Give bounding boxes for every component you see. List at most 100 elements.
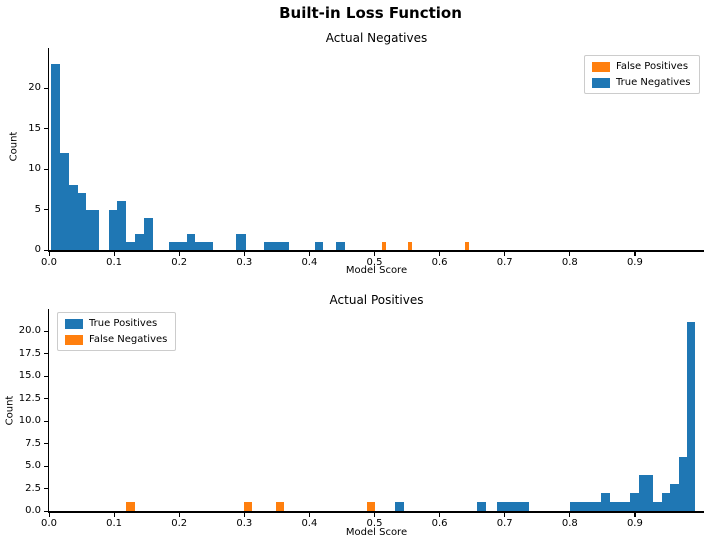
histogram-bar-true-positives <box>569 502 602 511</box>
x-tick-label: 0.2 <box>171 518 188 529</box>
x-tick-label: 0.0 <box>41 257 57 268</box>
legend-entry: True Negatives <box>592 76 691 89</box>
x-tick-mark <box>178 251 180 256</box>
x-axis-spine <box>47 511 704 513</box>
y-tick-label: 5.0 <box>25 460 41 471</box>
x-tick-label: 0.5 <box>366 518 383 529</box>
subplot-title-actual-negatives: Actual Negatives <box>325 31 428 45</box>
x-tick-mark <box>504 512 506 517</box>
y-tick-label: 2.5 <box>25 482 41 494</box>
legend-entry: True Positives <box>65 317 167 330</box>
histogram-bar-true-negatives <box>50 63 61 250</box>
x-tick-label: 0.9 <box>626 518 643 529</box>
y-tick-mark <box>43 375 48 377</box>
x-tick-mark <box>48 512 50 517</box>
histogram-bar-true-positives <box>496 502 529 511</box>
legend-entry: False Positives <box>592 60 691 73</box>
y-axis-spine <box>47 48 49 252</box>
histogram-bar-true-positives <box>678 457 687 511</box>
x-axis-spine <box>47 250 704 252</box>
x-tick-label: 0.9 <box>626 257 643 268</box>
x-tick-label: 0.5 <box>366 257 383 268</box>
histogram-bar-true-negatives <box>134 233 145 250</box>
x-tick-mark <box>634 512 636 517</box>
x-tick-label: 0.4 <box>301 257 318 268</box>
x-tick-label: 0.6 <box>431 518 448 529</box>
x-tick-label: 0.2 <box>171 257 188 268</box>
histogram-bar-true-negatives <box>187 233 196 250</box>
histogram-bar-true-negatives <box>336 241 346 250</box>
histogram-bar-false-negatives <box>243 502 253 511</box>
x-tick-mark <box>113 251 115 256</box>
x-tick-mark <box>374 512 376 517</box>
y-tick-mark <box>43 168 48 170</box>
x-axis-label-bottom: Model Score <box>345 527 408 538</box>
y-tick-label: 5 <box>34 203 41 215</box>
histogram-bar-true-positives <box>610 502 631 511</box>
histogram-bar-true-negatives <box>236 233 246 250</box>
y-tick-label: 20.0 <box>18 325 41 336</box>
histogram-bar-true-negatives <box>126 241 135 250</box>
x-tick-mark <box>308 251 311 256</box>
y-tick-mark <box>43 465 48 467</box>
y-tick-label: 0.0 <box>25 505 41 516</box>
histogram-bar-true-positives <box>670 484 679 511</box>
histogram-bar-true-negatives <box>117 201 127 250</box>
histogram-bar-false-positives <box>407 241 412 250</box>
x-tick-mark <box>374 251 376 256</box>
y-tick-mark <box>43 420 48 422</box>
y-tick-mark <box>43 128 48 130</box>
y-tick-mark <box>43 249 48 251</box>
x-tick-mark <box>504 251 506 256</box>
legend-label: True Positives <box>89 318 158 329</box>
x-tick-label: 0.4 <box>301 518 318 529</box>
legend: True Positives False Negatives <box>57 312 177 351</box>
y-tick-mark <box>43 488 48 490</box>
x-tick-mark <box>634 251 636 256</box>
x-tick-label: 0.1 <box>106 257 123 268</box>
x-tick-mark <box>48 251 50 256</box>
histogram-bar-true-negatives <box>263 241 289 250</box>
histogram-bar-false-negatives <box>366 502 376 511</box>
histogram-bar-false-positives <box>382 241 387 250</box>
y-tick-label: 15.0 <box>18 370 41 381</box>
legend-swatch-icon <box>592 77 610 88</box>
y-tick-label: 0 <box>34 244 41 255</box>
x-axis-label-top: Model Score <box>345 265 408 276</box>
legend-label: True Negatives <box>616 77 691 88</box>
figure-title: Built-in Loss Function <box>279 4 462 22</box>
histogram-bar-true-positives <box>395 502 405 511</box>
x-tick-label: 0.8 <box>561 257 578 268</box>
x-tick-label: 0.7 <box>496 518 513 529</box>
x-tick-mark <box>569 512 571 517</box>
histogram-bar-true-negatives <box>144 217 154 250</box>
x-tick-mark <box>308 512 311 517</box>
legend-label: False Positives <box>616 61 689 72</box>
y-tick-label: 17.5 <box>18 347 41 359</box>
x-tick-label: 0.1 <box>106 518 123 529</box>
y-tick-mark <box>43 330 48 332</box>
histogram-bar-true-positives <box>601 493 611 511</box>
histogram-bar-true-negatives <box>169 241 187 250</box>
x-tick-mark <box>439 251 441 256</box>
y-tick-mark <box>43 87 48 89</box>
y-axis-spine <box>47 309 49 513</box>
y-tick-mark <box>43 209 48 211</box>
x-tick-label: 0.0 <box>41 518 57 529</box>
legend-swatch-icon <box>592 61 610 72</box>
y-tick-label: 20 <box>28 82 41 93</box>
x-tick-mark <box>243 251 245 256</box>
x-tick-label: 0.6 <box>431 257 448 268</box>
y-tick-mark <box>43 443 48 445</box>
histogram-bar-true-negatives <box>68 185 78 250</box>
y-tick-label: 10.0 <box>18 415 41 426</box>
histogram-bar-true-positives <box>661 493 671 511</box>
histogram-bar-true-negatives <box>108 209 118 250</box>
histogram-bar-true-positives <box>653 502 662 511</box>
legend-swatch-icon <box>65 318 83 329</box>
legend: False Positives True Negatives <box>584 55 700 94</box>
histogram-bar-true-positives <box>630 493 639 511</box>
x-tick-mark <box>178 512 180 517</box>
y-tick-mark <box>43 398 48 400</box>
